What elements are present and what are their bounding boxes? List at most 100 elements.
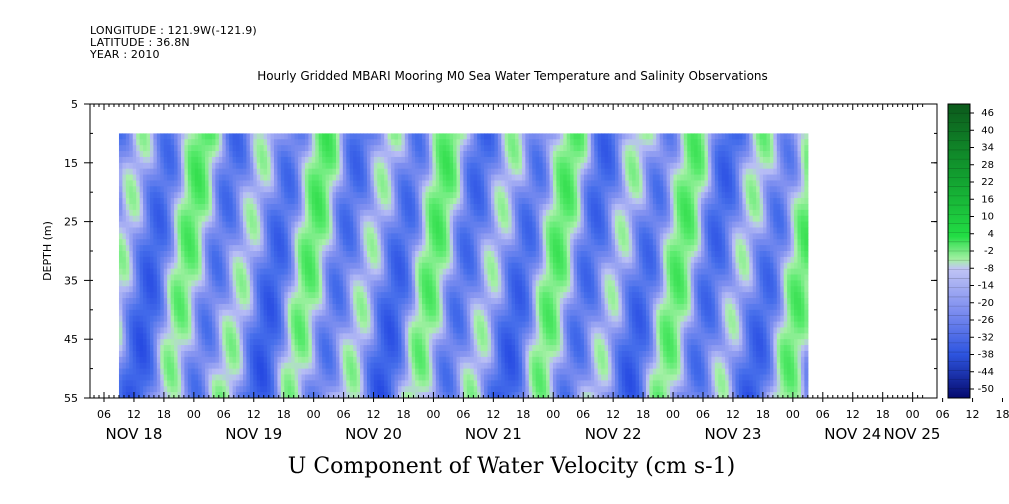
heatmap-cell — [397, 251, 402, 258]
heatmap-cell — [163, 227, 168, 234]
heatmap-cell — [156, 356, 161, 364]
heatmap-cell — [342, 356, 347, 364]
heatmap-cell — [480, 268, 485, 276]
heatmap-cell — [291, 174, 296, 182]
heatmap-cell — [422, 245, 427, 252]
heatmap-cell — [346, 145, 351, 152]
heatmap-cell — [329, 227, 334, 234]
heatmap-cell — [132, 256, 137, 264]
heatmap-cell — [428, 368, 433, 376]
heatmap-cell — [318, 362, 323, 370]
heatmap-cell — [198, 227, 203, 234]
heatmap-cell — [139, 233, 144, 240]
heatmap-cell — [277, 368, 282, 376]
heatmap-cell — [194, 309, 199, 317]
heatmap-cell — [249, 192, 254, 199]
heatmap-cell — [335, 386, 340, 393]
heatmap-cell — [418, 368, 423, 376]
heatmap-cell — [263, 386, 268, 393]
heatmap-cell — [387, 203, 392, 211]
heatmap-cell — [125, 350, 130, 358]
heatmap-cell — [428, 345, 433, 352]
heatmap-cell — [215, 156, 220, 164]
heatmap-cell — [187, 274, 192, 281]
heatmap-cell — [449, 292, 454, 299]
heatmap-cell — [253, 380, 258, 387]
heatmap-cell — [184, 221, 189, 229]
heatmap-cell — [363, 209, 368, 217]
heatmap-cell — [229, 209, 234, 217]
heatmap-cell — [315, 245, 320, 252]
heatmap-cell — [122, 315, 127, 323]
heatmap-cell — [459, 174, 464, 182]
heatmap-cell — [287, 256, 292, 264]
heatmap-cell — [332, 315, 337, 323]
heatmap-cell — [477, 374, 482, 381]
heatmap-cell — [211, 256, 217, 264]
heatmap-cell — [177, 245, 182, 252]
heatmap-cell — [122, 203, 127, 211]
heatmap-cell — [391, 262, 396, 270]
heatmap-cell — [273, 374, 279, 381]
heatmap-cell — [177, 139, 182, 146]
heatmap-cell — [277, 268, 282, 276]
heatmap-cell — [146, 262, 151, 270]
heatmap-cell — [494, 286, 499, 293]
heatmap-cell — [366, 356, 371, 364]
heatmap-cell — [425, 345, 430, 352]
heatmap-cell — [222, 186, 227, 193]
heatmap-cell — [136, 268, 141, 276]
heatmap-cell — [322, 380, 327, 387]
heatmap-cell — [418, 215, 423, 223]
heatmap-cell — [280, 280, 285, 287]
heatmap-cell — [239, 162, 244, 170]
heatmap-cell — [387, 368, 392, 376]
heatmap-cell — [242, 180, 248, 187]
heatmap-cell — [129, 309, 134, 317]
heatmap-cell — [174, 174, 179, 182]
heatmap-cell — [270, 292, 275, 299]
heatmap-cell — [442, 380, 447, 387]
heatmap-cell — [201, 327, 206, 334]
heatmap-cell — [170, 350, 175, 358]
heatmap-cell — [170, 186, 175, 193]
heatmap-cell — [446, 327, 451, 334]
heatmap-cell — [153, 245, 158, 252]
heatmap-cell — [473, 215, 478, 223]
heatmap-cell — [263, 233, 268, 240]
heatmap-cell — [446, 339, 451, 346]
heatmap-cell — [225, 268, 230, 276]
heatmap-cell — [487, 327, 492, 334]
heatmap-cell — [425, 380, 430, 387]
heatmap-cell — [129, 186, 134, 193]
heatmap-cell — [480, 262, 485, 270]
heatmap-cell — [401, 203, 406, 211]
heatmap-cell — [353, 133, 358, 140]
heatmap-cell — [191, 233, 196, 240]
heatmap-cell — [211, 309, 217, 317]
heatmap-cell — [267, 327, 272, 334]
heatmap-cell — [177, 380, 182, 387]
heatmap-cell — [415, 333, 420, 340]
heatmap-cell — [435, 192, 440, 199]
heatmap-cell — [163, 180, 168, 187]
heatmap-cell — [291, 198, 296, 205]
heatmap-cell — [267, 303, 272, 311]
heatmap-cell — [380, 162, 385, 170]
heatmap-cell — [494, 156, 499, 164]
heatmap-cell — [304, 356, 309, 364]
heatmap-cell — [125, 262, 130, 270]
heatmap-cell — [318, 209, 323, 217]
heatmap-cell — [246, 362, 251, 370]
heatmap-cell — [349, 227, 354, 234]
heatmap-cell — [118, 380, 124, 387]
heatmap-cell — [232, 298, 237, 305]
heatmap-cell — [339, 309, 344, 317]
heatmap-cell — [194, 245, 199, 252]
heatmap-cell — [346, 303, 351, 311]
heatmap-cell — [339, 256, 344, 264]
heatmap-cell — [129, 227, 134, 234]
heatmap-cell — [239, 292, 244, 299]
heatmap-cell — [377, 156, 382, 164]
